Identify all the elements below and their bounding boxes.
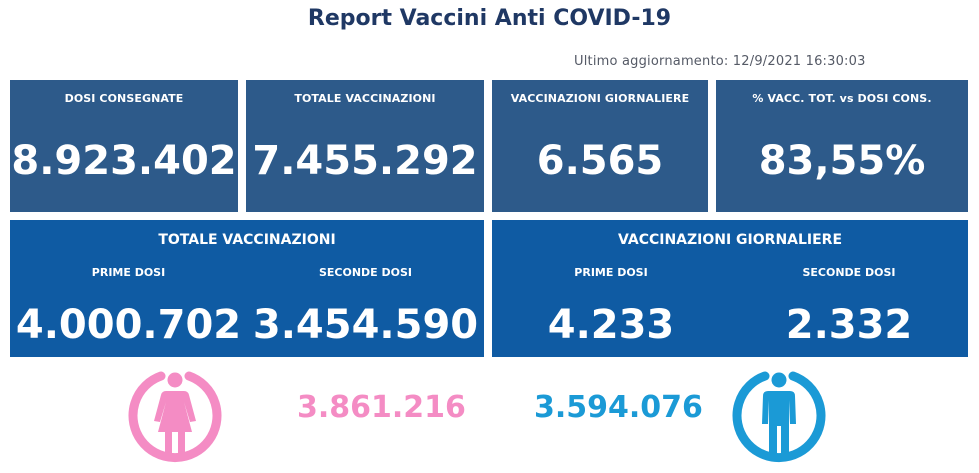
card-label: TOTALE VACCINAZIONI <box>294 92 436 105</box>
sub-prime-dosi: PRIME DOSI 4.233 <box>492 220 730 357</box>
panel-title: TOTALE VACCINAZIONI <box>158 232 336 248</box>
sub-value: 3.454.590 <box>252 302 479 348</box>
panel-vaccinazioni-giornaliere: VACCINAZIONI GIORNALIERE PRIME DOSI 4.23… <box>492 220 968 357</box>
card-totale-vaccinazioni: TOTALE VACCINAZIONI 7.455.292 <box>246 80 484 212</box>
male-person-icon <box>732 371 826 463</box>
panel-totale-vaccinazioni: TOTALE VACCINAZIONI PRIME DOSI 4.000.702… <box>10 220 484 357</box>
card-label: VACCINAZIONI GIORNALIERE <box>510 92 690 105</box>
card-dosi-consegnate: DOSI CONSEGNATE 8.923.402 <box>10 80 238 212</box>
card-vaccinazioni-giornaliere: VACCINAZIONI GIORNALIERE 6.565 <box>492 80 708 212</box>
card-label: % VACC. TOT. vs DOSI CONS. <box>752 92 932 105</box>
sub-label: SECONDE DOSI <box>802 266 896 279</box>
female-person-icon <box>128 371 222 463</box>
card-label: DOSI CONSEGNATE <box>64 92 184 105</box>
panel-title: VACCINAZIONI GIORNALIERE <box>617 232 843 248</box>
sub-prime-dosi: PRIME DOSI 4.000.702 <box>10 220 247 357</box>
sub-seconde-dosi: SECONDE DOSI 3.454.590 <box>247 220 484 357</box>
card-percent-vacc: % VACC. TOT. vs DOSI CONS. 83,55% <box>716 80 968 212</box>
sub-value: 4.000.702 <box>15 302 242 348</box>
female-value: 3.861.216 <box>297 390 466 425</box>
page-title: Report Vaccini Anti COVID-19 <box>307 6 672 31</box>
card-value: 6.565 <box>536 138 664 184</box>
sub-seconde-dosi: SECONDE DOSI 2.332 <box>730 220 968 357</box>
sub-label: SECONDE DOSI <box>318 266 413 279</box>
last-updated: Ultimo aggiornamento: 12/9/2021 16:30:03 <box>574 54 866 69</box>
sub-label: PRIME DOSI <box>91 266 166 279</box>
card-value: 8.923.402 <box>11 138 237 184</box>
card-value: 83,55% <box>758 138 926 184</box>
male-value: 3.594.076 <box>534 390 703 425</box>
sub-value: 2.332 <box>785 302 913 348</box>
sub-value: 4.233 <box>547 302 675 348</box>
card-value: 7.455.292 <box>252 138 478 184</box>
sub-label: PRIME DOSI <box>574 266 648 279</box>
